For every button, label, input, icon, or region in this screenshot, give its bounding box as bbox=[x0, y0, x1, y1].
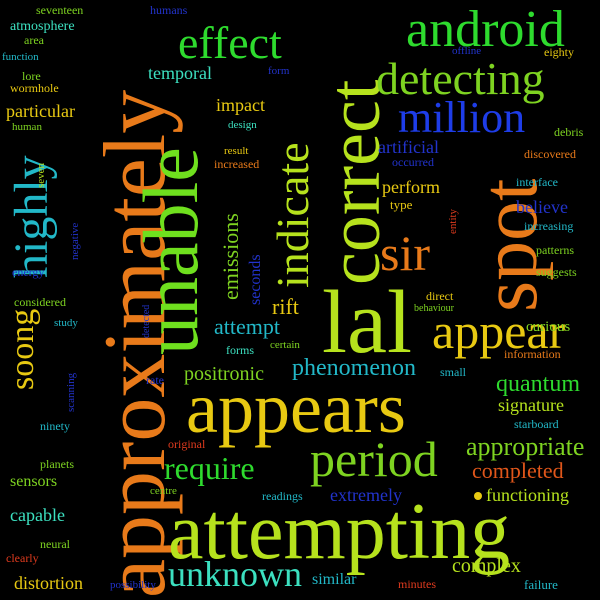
word-seventeen: seventeen bbox=[36, 3, 84, 17]
word-design: design bbox=[228, 119, 257, 131]
word-area: area bbox=[24, 33, 44, 47]
word-android: android bbox=[406, 1, 565, 58]
word-artificial: artificial bbox=[378, 137, 439, 157]
word-planets: planets bbox=[40, 457, 74, 471]
word-centre: centre bbox=[150, 485, 177, 497]
word-functioning: functioning bbox=[486, 485, 569, 505]
word-result: result bbox=[224, 145, 249, 157]
word-require: require bbox=[164, 450, 255, 486]
word-curious: curious bbox=[526, 319, 571, 335]
word-million: million bbox=[398, 93, 526, 142]
word-seven: seven bbox=[35, 162, 47, 188]
word-particular: particular bbox=[6, 101, 75, 121]
word-extremely: extremely bbox=[330, 485, 402, 505]
word-detecting: detecting bbox=[376, 53, 545, 104]
word-sir: sir bbox=[380, 225, 430, 281]
word-indicate: indicate bbox=[267, 142, 318, 288]
word-attempting: attempting bbox=[168, 488, 511, 576]
word-forms: forms bbox=[226, 343, 254, 357]
word-distortion: distortion bbox=[14, 573, 84, 593]
word-type: type bbox=[390, 197, 413, 212]
word-eighty: eighty bbox=[544, 45, 574, 59]
word-appropriate: appropriate bbox=[466, 432, 585, 461]
word-detected: detected bbox=[141, 304, 152, 338]
word-suggests: suggests bbox=[536, 265, 577, 279]
word-rift: rift bbox=[272, 294, 299, 319]
word-certain: certain bbox=[270, 339, 300, 351]
word-clearly: clearly bbox=[6, 551, 39, 565]
word-study: study bbox=[54, 317, 78, 329]
word-ninety: ninety bbox=[40, 419, 70, 433]
word-starboard: starboard bbox=[514, 417, 559, 431]
word-considered: considered bbox=[14, 295, 66, 309]
word-function: function bbox=[2, 51, 39, 63]
word-wormhole: wormhole bbox=[10, 81, 59, 95]
word-perform: perform bbox=[382, 177, 440, 197]
word-sensors: sensors bbox=[10, 473, 58, 490]
word-debris: debris bbox=[554, 125, 584, 139]
word-soong: soong bbox=[4, 308, 41, 390]
word-increasing: increasing bbox=[524, 219, 574, 233]
word-temporal: temporal bbox=[148, 63, 212, 83]
word-period: period bbox=[310, 431, 438, 487]
word-unknown: unknown bbox=[168, 554, 302, 594]
word-phenomenon: phenomenon bbox=[292, 355, 416, 381]
word-small: small bbox=[440, 365, 466, 379]
word-occurred: occurred bbox=[392, 155, 434, 169]
word-positronic: positronic bbox=[184, 363, 264, 385]
word-negative: negative bbox=[69, 222, 81, 260]
word-lal: lal bbox=[322, 273, 412, 372]
word-information: information bbox=[504, 347, 561, 361]
word-scanning: scanning bbox=[65, 372, 77, 412]
word-completed: completed bbox=[472, 458, 564, 483]
word-impact: impact bbox=[216, 95, 265, 115]
word-increased: increased bbox=[214, 157, 260, 171]
word-seconds: seconds bbox=[247, 254, 264, 305]
word-atmosphere: atmosphere bbox=[10, 19, 75, 34]
word-discovered: discovered bbox=[524, 147, 576, 161]
word-humans: humans bbox=[150, 3, 188, 17]
word-patterns: patterns bbox=[536, 243, 574, 257]
word-behaviour: behaviour bbox=[414, 303, 454, 314]
word-effect: effect bbox=[178, 17, 282, 68]
word-failure: failure bbox=[524, 577, 558, 592]
word-minutes: minutes bbox=[398, 577, 436, 591]
word-emissions: emissions bbox=[218, 213, 243, 300]
word-neural: neural bbox=[40, 537, 70, 551]
word-rate: rate bbox=[146, 373, 164, 387]
word-similar: similar bbox=[312, 571, 357, 588]
word-human: human bbox=[12, 121, 42, 133]
word-entity: entity bbox=[447, 208, 459, 234]
dot-decoration bbox=[474, 492, 482, 500]
word-highly: highly bbox=[5, 155, 58, 278]
word-interface: interface bbox=[516, 175, 558, 189]
word-lore: lore bbox=[22, 69, 41, 83]
word-possibility: possibility bbox=[110, 579, 156, 591]
word-signature: signature bbox=[498, 395, 564, 415]
word-appears: appears bbox=[186, 368, 406, 448]
word-form: form bbox=[268, 65, 290, 77]
word-offline: offline bbox=[452, 45, 482, 57]
word-believe: believe bbox=[516, 197, 568, 217]
word-readings: readings bbox=[262, 489, 303, 503]
word-appear: appear bbox=[432, 303, 566, 359]
word-complex: complex bbox=[452, 555, 521, 577]
word-energy: energy bbox=[12, 265, 45, 279]
word-quantum: quantum bbox=[496, 371, 580, 397]
word-original: original bbox=[168, 437, 206, 451]
word-attempt: attempt bbox=[214, 314, 280, 339]
word-capable: capable bbox=[10, 505, 65, 525]
word-direct: direct bbox=[426, 289, 454, 303]
